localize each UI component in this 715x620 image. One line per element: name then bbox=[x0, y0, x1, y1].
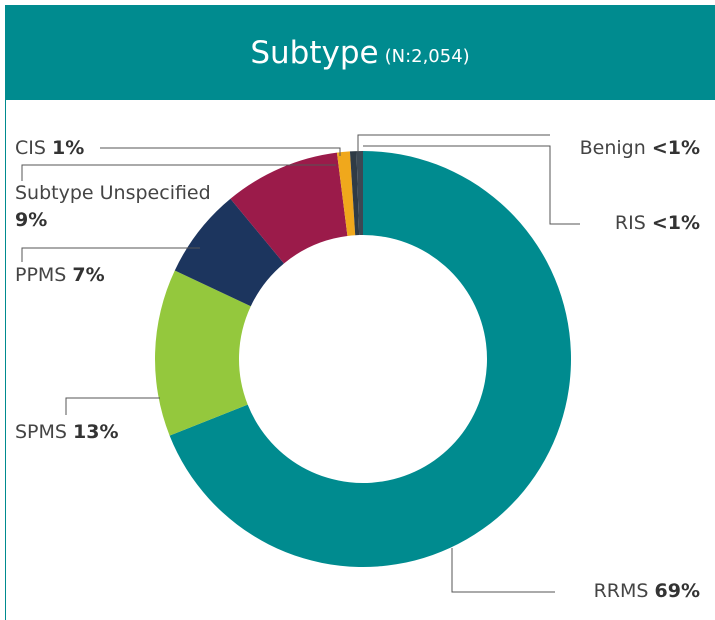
leader-line bbox=[21, 247, 200, 262]
slice-value-label: <1% bbox=[651, 212, 700, 234]
slice-label: CIS 1% bbox=[15, 135, 84, 162]
slice-name: RIS bbox=[614, 212, 646, 234]
slice-value-label: 7% bbox=[72, 264, 105, 286]
leader-line bbox=[357, 134, 550, 152]
slice-label: Benign <1% bbox=[580, 135, 700, 162]
slice-value-label: 69% bbox=[654, 580, 700, 602]
slice-value-label: 1% bbox=[51, 137, 85, 159]
slice-name: Subtype Unspecified bbox=[15, 182, 211, 204]
slice-name: SPMS bbox=[15, 421, 67, 443]
donut-slice bbox=[169, 151, 572, 567]
chart-header: Subtype (N:2,054) bbox=[5, 5, 715, 100]
donut-slice bbox=[349, 151, 360, 236]
slice-label: Subtype Unspecified 9% bbox=[15, 180, 215, 234]
leader-line bbox=[21, 164, 336, 181]
slice-label: RRMS 69% bbox=[594, 578, 700, 605]
leader-lines bbox=[21, 134, 580, 593]
slice-name: CIS bbox=[15, 137, 46, 159]
donut-slice bbox=[356, 150, 363, 236]
donut-slice bbox=[230, 152, 348, 264]
slice-label: RIS <1% bbox=[615, 210, 700, 237]
slice-name: RRMS bbox=[593, 580, 649, 602]
chart-title: Subtype bbox=[250, 34, 379, 71]
donut-slice bbox=[336, 151, 356, 236]
slice-label: SPMS 13% bbox=[15, 419, 119, 446]
slice-value-label: <1% bbox=[651, 137, 700, 159]
leader-line bbox=[100, 147, 341, 156]
slice-label: PPMS 7% bbox=[15, 262, 105, 289]
slice-value-label: 13% bbox=[73, 421, 119, 443]
chart-subtitle: (N:2,054) bbox=[384, 46, 470, 67]
donut-slice bbox=[174, 198, 284, 307]
slice-name: PPMS bbox=[15, 264, 67, 286]
leader-line bbox=[363, 145, 580, 225]
leader-line bbox=[65, 397, 160, 415]
header-band bbox=[5, 5, 715, 100]
donut-slice bbox=[155, 270, 251, 436]
leader-line bbox=[451, 548, 555, 593]
slice-name: Benign bbox=[579, 137, 646, 159]
slice-value-label: 9% bbox=[15, 209, 48, 231]
